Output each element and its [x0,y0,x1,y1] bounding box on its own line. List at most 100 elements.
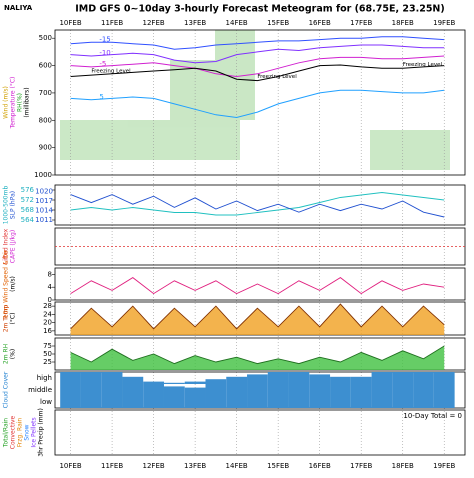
cloud-level-label: high [37,374,52,382]
y-axis-label: Frzg. Rain [17,418,24,448]
cloud-bar [122,396,144,408]
cloud-bar [226,376,248,384]
date-label-bottom: 17FEB [350,462,372,470]
y-axis-label: SLP (hPa) [10,191,17,219]
panel-frame [54,409,466,456]
y-axis-label: RH(%) [17,93,24,112]
date-label-bottom: 16FEB [309,462,331,470]
y-tick-label: 500 [39,34,52,42]
cloud-bar [413,384,434,396]
date-label-top: 14FEB [226,19,248,27]
date-label-bottom: 14FEB [226,462,248,470]
y-axis-label: 1000-500mb [3,186,10,225]
date-label-top: 15FEB [267,19,289,27]
cloud-bar [101,384,123,396]
cloud-bar [309,396,331,408]
cloud-bar [80,384,102,396]
cloud-bar [330,376,351,384]
y-tick-label: 50 [43,350,52,358]
date-label-top: 12FEB [143,19,165,27]
cloud-level-label: low [40,398,52,406]
station: NALIYA [4,4,33,12]
contour-label: -5 [99,60,106,68]
precip-total: 10-Day Total = 0 [403,412,462,420]
y-tick-label: 8 [48,270,52,278]
y-tick-label: 0 [48,296,52,304]
date-label-bottom: 19FEB [433,462,455,470]
freezing-label: Freezing Level [403,62,443,68]
cloud-bar [143,396,164,408]
cloud-bar [371,384,393,396]
cloud-bar [288,384,310,396]
date-label-bottom: 10FEB [59,462,81,470]
cloud-bar [392,396,414,408]
date-label-bottom: 12FEB [143,462,165,470]
panel-frame [54,267,466,301]
cloud-bar [433,396,455,408]
y-tick-label: 600 [39,62,52,70]
y-axis-label: CAPE (J/kg) [10,230,17,263]
y-tick-label: 564 [21,216,35,224]
cloud-bar [247,384,268,396]
date-label-bottom: 18FEB [392,462,414,470]
y-tick-label: 1000 [34,171,52,179]
cloud-bar [122,376,144,384]
y-tick-label: 16 [43,327,52,335]
cloud-bar [226,384,248,396]
y2-tick-label: 1020 [35,187,53,195]
cloud-bar [184,387,206,396]
y-axis-label: (%) [10,349,17,359]
y-axis-label: Convective [10,415,17,449]
y-axis-label: Ice Pellets [31,417,38,447]
y-axis-label: (millibars) [24,87,31,117]
y-tick-label: 568 [21,206,34,214]
y-tick-label: 28 [43,302,52,310]
cloud-bar [163,396,185,408]
cloud-bar [60,396,81,408]
y-tick-label: 900 [39,144,52,152]
contour-label: -10 [99,49,110,57]
cloud-bar [80,372,102,384]
y-tick-label: 20 [43,319,52,327]
cloud-bar [309,374,331,384]
freezing-label: Freezing Level [257,74,297,80]
y-tick-label: 25 [43,358,52,366]
title: IMD GFS 0~10day 3-hourly Forecast Meteog… [75,4,444,15]
date-label-top: 13FEB [184,19,206,27]
cloud-bar [226,396,248,408]
rh-shade [370,130,450,170]
date-label-top: 16FEB [309,19,331,27]
cloud-bar [101,396,123,408]
cloud-bar [392,372,414,384]
y-axis-label: (°C) [10,313,17,325]
y-axis-label: Cloud Cover [3,371,10,408]
cloud-bar [330,384,351,396]
series-line [70,277,445,295]
y-tick-label: 24 [43,310,52,318]
date-label-top: 19FEB [433,19,455,27]
cloud-bar [247,374,268,384]
y-axis-label: Temperature (°C) [10,77,17,130]
cloud-bar [433,372,455,384]
cloud-bar [413,396,434,408]
cloud-bar [267,396,289,408]
cloud-bar [371,396,393,408]
y-axis-label: Snow [24,424,31,440]
series-line [70,303,445,330]
contour-label: -15 [99,35,110,43]
cloud-bar [350,396,372,408]
series-line [70,192,445,216]
cloud-bar [184,381,206,384]
y-axis-label: Total/Rain [3,418,10,448]
area [70,346,445,370]
y2-tick-label: 1011 [35,216,53,224]
cloud-bar [122,384,144,396]
cloud-bar [143,384,164,396]
cloud-bar [288,372,310,384]
cloud-bar [350,384,372,396]
y-tick-label: 700 [39,89,52,97]
cloud-bar [267,384,289,396]
cloud-bar [267,372,289,384]
cloud-level-label: middle [28,386,52,394]
